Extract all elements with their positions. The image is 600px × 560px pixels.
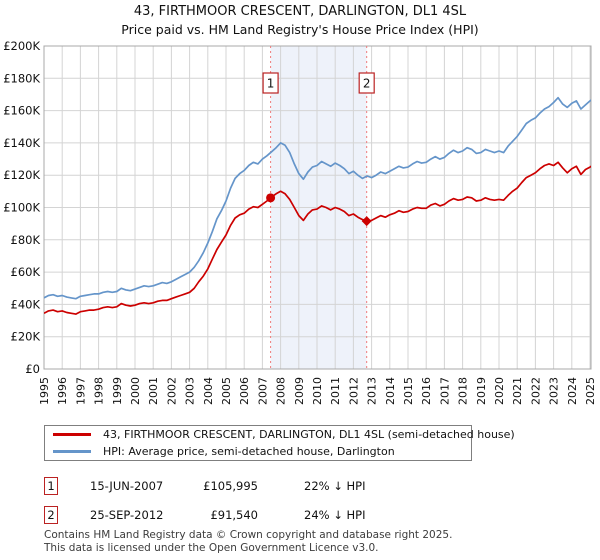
x-tick-label: 2020: [493, 377, 506, 405]
sale-badge-2: [358, 72, 375, 94]
x-tick-label: 1995: [38, 377, 51, 405]
sale-marker-1: [266, 193, 276, 203]
event-num-badge-2: 2: [44, 506, 58, 524]
x-tick-label: 2006: [238, 377, 251, 405]
x-tick-label: 2024: [566, 377, 579, 405]
x-tick-label: 2009: [293, 377, 306, 405]
y-tick-label: £0: [25, 362, 40, 376]
sale-badge-1: [262, 72, 279, 94]
x-tick-label: 2005: [220, 377, 233, 405]
x-tick-label: 1998: [93, 377, 106, 405]
sale-badge-label-1: 1: [267, 77, 275, 91]
event-vs-hpi-2: 24% ↓ HPI: [304, 508, 366, 522]
x-tick-label: 2013: [366, 377, 379, 405]
event-row-2: 2 25-SEP-2012 £91,540 24% ↓ HPI: [44, 506, 574, 526]
sale-marker-2: [361, 216, 372, 227]
footer-attribution: Contains HM Land Registry data © Crown c…: [44, 529, 452, 554]
x-tick-label: 2018: [457, 377, 470, 405]
x-tick-label: 2002: [165, 377, 178, 405]
legend: 43, FIRTHMOOR CRESCENT, DARLINGTON, DL1 …: [44, 425, 515, 461]
event-date-1: 15-JUN-2007: [90, 479, 164, 493]
legend-label-hpi: HPI: Average price, semi-detached house,…: [103, 445, 395, 458]
series-line-property: [44, 161, 591, 315]
x-tick-label: 2003: [184, 377, 197, 405]
x-tick-label: 2001: [147, 377, 160, 405]
x-tick-label: 2021: [511, 377, 524, 405]
x-tick-label: 2008: [275, 377, 288, 405]
x-tick-label: 2023: [548, 377, 561, 405]
y-tick-label: £20K: [11, 330, 41, 344]
y-tick-label: £60K: [11, 265, 41, 279]
event-vs-hpi-1: 22% ↓ HPI: [304, 479, 366, 493]
y-tick-label: £80K: [11, 233, 41, 247]
x-tick-label: 2019: [475, 377, 488, 405]
chart-subtitle: Price paid vs. HM Land Registry's House …: [121, 22, 479, 37]
x-tick-label: 1999: [111, 377, 124, 405]
plot-border: [43, 45, 592, 370]
y-tick-label: £120K: [3, 168, 40, 182]
y-tick-label: £160K: [3, 104, 40, 118]
x-tick-label: 1996: [56, 377, 69, 405]
event-price-1: £105,995: [203, 479, 258, 493]
y-tick-label: £140K: [3, 136, 40, 150]
event-row-1: 1 15-JUN-2007 £105,995 22% ↓ HPI: [44, 477, 574, 497]
event-date-2: 25-SEP-2012: [90, 508, 164, 522]
event-price-2: £91,540: [210, 508, 258, 522]
footer-line1: Contains HM Land Registry data © Crown c…: [44, 529, 453, 541]
x-tick-label: 2012: [347, 377, 360, 405]
y-tick-label: £200K: [3, 39, 40, 53]
chart-title: 43, FIRTHMOOR CRESCENT, DARLINGTON, DL1 …: [133, 4, 467, 19]
x-tick-label: 1997: [74, 377, 87, 405]
legend-item-hpi: HPI: Average price, semi-detached house,…: [53, 445, 471, 458]
footer-line2: This data is licensed under the Open Gov…: [44, 541, 379, 554]
legend-swatch-hpi: [53, 450, 91, 453]
y-tick-label: £100K: [3, 201, 40, 215]
x-tick-label: 2010: [311, 377, 324, 405]
x-tick-label: 2007: [256, 377, 269, 405]
x-tick-label: 2025: [584, 377, 597, 405]
legend-swatch-property: [53, 433, 91, 436]
y-tick-label: £40K: [11, 297, 41, 311]
x-tick-label: 2000: [129, 377, 142, 405]
x-tick-label: 2017: [438, 377, 451, 405]
x-tick-label: 2015: [402, 377, 415, 405]
series-line-hpi: [44, 96, 591, 300]
event-num-badge-1: 1: [44, 477, 58, 495]
x-tick-label: 2014: [384, 377, 397, 405]
sale-badge-label-2: 2: [363, 77, 371, 91]
x-tick-label: 2022: [529, 377, 542, 405]
y-tick-label: £180K: [3, 71, 40, 85]
x-tick-label: 2011: [329, 377, 342, 405]
price-chart-svg: 1 2 £0 £20K £40K £60K £80K £100K £120K £140K £160K…: [3, 39, 597, 405]
legend-item-property: 43, FIRTHMOOR CRESCENT, DARLINGTON, DL1 …: [53, 428, 515, 441]
legend-label-property: 43, FIRTHMOOR CRESCENT, DARLINGTON, DL1 …: [103, 428, 515, 441]
x-tick-label: 2016: [420, 377, 433, 405]
x-tick-label: 2004: [202, 377, 215, 405]
